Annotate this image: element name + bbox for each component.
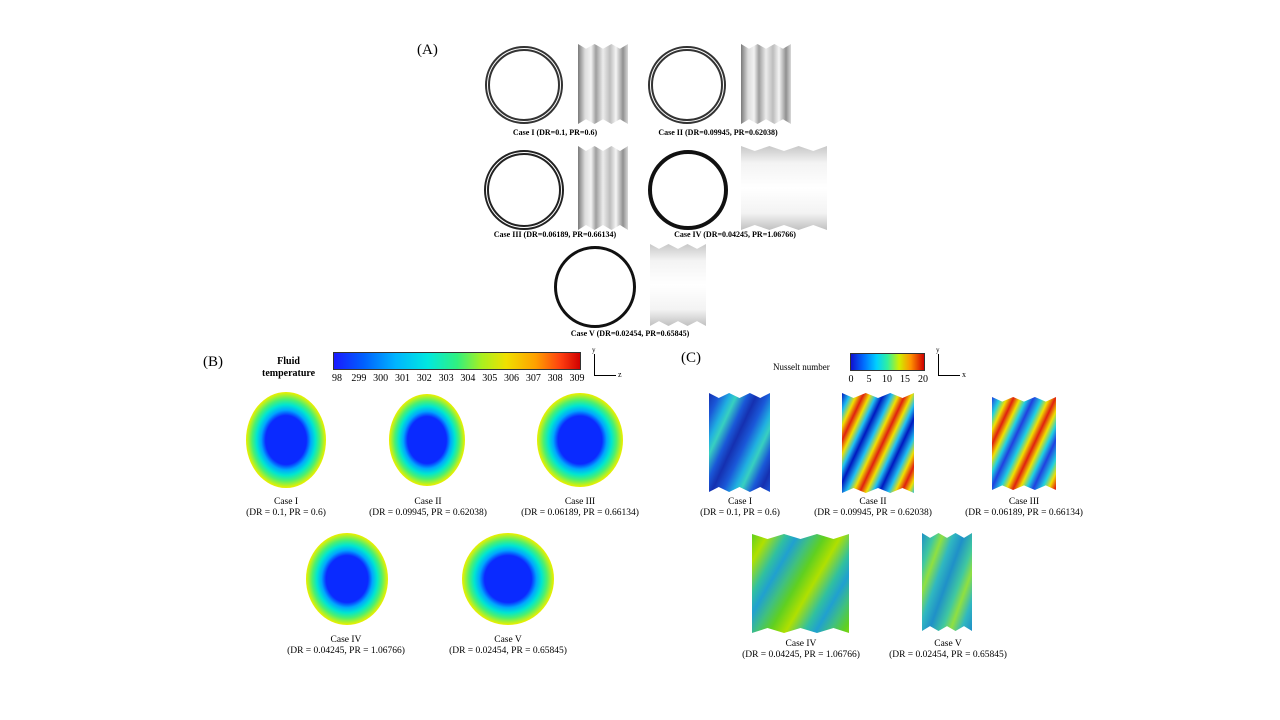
case-1-temperature-contour: [246, 392, 326, 488]
b-case-3-caption: Case III (DR = 0.06189, PR = 0.66134): [521, 497, 639, 519]
case-1-caption: Case I (DR=0.1, PR=0.6): [512, 128, 598, 137]
case-4-cross-section: [648, 150, 728, 230]
b-case-1-name: Case I: [273, 497, 299, 507]
case-3-caption: Case III (DR=0.06189, PR=0.66134): [493, 230, 617, 239]
case-2-tube-side-view: [741, 44, 791, 124]
temperature-tick-2: 300: [373, 373, 389, 384]
temperature-tick-3: 301: [394, 373, 410, 384]
c-case-2-caption: Case II (DR = 0.09945, PR = 0.62038): [814, 497, 932, 519]
temperature-tick-5: 303: [438, 373, 454, 384]
b-case-1-caption: Case I (DR = 0.1, PR = 0.6): [246, 497, 326, 519]
case-4-tube-side-view: [741, 146, 827, 230]
temperature-tick-1: 299: [351, 373, 367, 384]
nusselt-colorbar-title: Nusselt number: [773, 362, 830, 372]
axis-triad-c: y x: [932, 346, 972, 382]
case-1-nusselt-map: [709, 393, 770, 492]
panel-b-label: (B): [203, 354, 223, 370]
axis-b-right-label: z: [618, 370, 622, 379]
axis-b-up-label: y: [592, 346, 596, 354]
case-3-cross-section: [484, 150, 564, 230]
b-case-1-params: (DR = 0.1, PR = 0.6): [246, 508, 326, 518]
case-3-tube-side-view: [578, 146, 628, 230]
c-case-5-caption: Case V (DR = 0.02454, PR = 0.65845): [889, 639, 1007, 661]
temperature-title-line1: Fluid: [277, 356, 300, 367]
b-case-5-params: (DR = 0.02454, PR = 0.65845): [449, 646, 567, 656]
case-3-temperature-contour: [537, 393, 623, 487]
nusselt-tick-3: 15: [900, 374, 910, 385]
b-case-3-params: (DR = 0.06189, PR = 0.66134): [521, 508, 639, 518]
panel-a-label: (A): [417, 42, 438, 58]
b-case-2-name: Case II: [414, 497, 442, 507]
axis-c-up-label: y: [936, 346, 940, 354]
temperature-tick-7: 305: [482, 373, 498, 384]
temperature-tick-6: 304: [460, 373, 476, 384]
case-5-nusselt-map: [922, 533, 972, 631]
nusselt-tick-1: 5: [866, 374, 872, 385]
c-case-5-name: Case V: [934, 639, 962, 649]
case-2-temperature-contour: [389, 394, 465, 486]
case-1-tube-side-view: [578, 44, 628, 124]
axis-c-right-label: x: [962, 370, 966, 379]
temperature-tick-4: 302: [416, 373, 432, 384]
panel-c-label: (C): [681, 350, 701, 366]
case-1-cross-section: [485, 46, 563, 124]
c-case-5-params: (DR = 0.02454, PR = 0.65845): [889, 650, 1007, 660]
case-2-nusselt-map: [842, 393, 914, 493]
c-case-1-caption: Case I (DR = 0.1, PR = 0.6): [700, 497, 780, 519]
c-case-2-params: (DR = 0.09945, PR = 0.62038): [814, 508, 932, 518]
case-4-nusselt-map: [752, 534, 849, 633]
nusselt-tick-0: 0: [848, 374, 854, 385]
b-case-4-name: Case IV: [330, 635, 362, 645]
case-5-temperature-contour: [462, 533, 554, 625]
case-2-cross-section: [648, 46, 726, 124]
temperature-tick-0: 98: [332, 373, 342, 384]
nusselt-tick-4: 20: [918, 374, 928, 385]
case-5-caption: Case V (DR=0.02454, PR=0.65845): [570, 329, 690, 338]
temperature-tick-9: 307: [525, 373, 541, 384]
temperature-tick-10: 308: [547, 373, 563, 384]
c-case-3-name: Case III: [1008, 497, 1040, 507]
nusselt-colorbar: [850, 353, 925, 371]
c-case-3-params: (DR = 0.06189, PR = 0.66134): [965, 508, 1083, 518]
case-5-cross-section: [554, 246, 636, 328]
c-case-4-params: (DR = 0.04245, PR = 1.06766): [742, 650, 860, 660]
b-case-2-params: (DR = 0.09945, PR = 0.62038): [369, 508, 487, 518]
b-case-4-caption: Case IV (DR = 0.04245, PR = 1.06766): [287, 635, 405, 657]
axis-triad-b: y z: [588, 346, 628, 382]
b-case-5-name: Case V: [494, 635, 522, 645]
c-case-2-name: Case II: [859, 497, 887, 507]
c-case-4-name: Case IV: [785, 639, 817, 649]
temperature-tick-11: 309: [569, 373, 585, 384]
c-case-1-params: (DR = 0.1, PR = 0.6): [700, 508, 780, 518]
c-case-3-caption: Case III (DR = 0.06189, PR = 0.66134): [965, 497, 1083, 519]
case-5-tube-side-view: [650, 244, 706, 326]
case-4-temperature-contour: [306, 533, 388, 625]
c-case-1-name: Case I: [727, 497, 753, 507]
temperature-colorbar: [333, 352, 581, 370]
b-case-3-name: Case III: [564, 497, 596, 507]
c-case-4-caption: Case IV (DR = 0.04245, PR = 1.06766): [742, 639, 860, 661]
case-3-nusselt-map: [992, 397, 1056, 490]
temperature-title-line2: temperature: [262, 368, 316, 379]
case-4-caption: Case IV (DR=0.04245, PR=1.06766): [674, 230, 796, 239]
nusselt-tick-2: 10: [882, 374, 892, 385]
b-case-2-caption: Case II (DR = 0.09945, PR = 0.62038): [369, 497, 487, 519]
temperature-colorbar-title: Fluid temperature: [262, 356, 315, 380]
b-case-5-caption: Case V (DR = 0.02454, PR = 0.65845): [449, 635, 567, 657]
case-2-caption: Case II (DR=0.09945, PR=0.62038): [658, 128, 778, 137]
temperature-tick-8: 306: [504, 373, 520, 384]
b-case-4-params: (DR = 0.04245, PR = 1.06766): [287, 646, 405, 656]
